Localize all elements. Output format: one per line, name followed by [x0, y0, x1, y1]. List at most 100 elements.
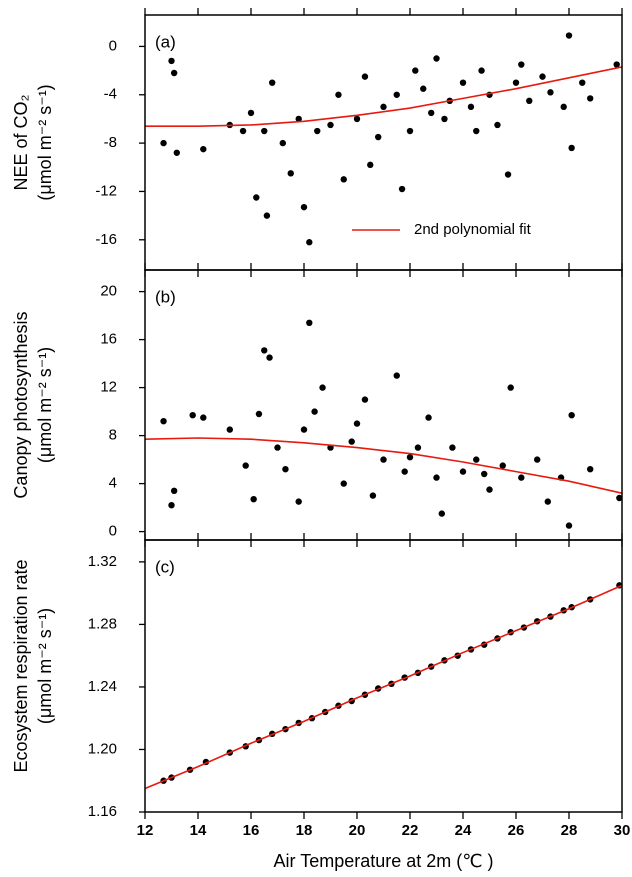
point — [242, 462, 249, 469]
point — [168, 57, 175, 65]
x-tick-label: 12 — [137, 822, 154, 839]
x-tick-label: 28 — [561, 822, 578, 839]
point — [560, 103, 567, 111]
fit-line — [145, 437, 622, 494]
point — [393, 372, 400, 379]
point — [353, 420, 361, 427]
point — [160, 418, 167, 425]
point — [160, 139, 167, 147]
panel: 0 4 8 12 16 20 (b) Canopy photosynthesis (μmol m… — [11, 263, 623, 547]
point — [412, 67, 419, 74]
point — [504, 171, 512, 178]
point — [314, 127, 321, 135]
point — [486, 486, 493, 493]
x-tick-label: 18 — [296, 822, 313, 839]
y-tick-label: 0 — [109, 523, 117, 540]
x-tick-label: 22 — [402, 822, 419, 839]
point — [568, 412, 575, 419]
plot-area — [145, 32, 622, 246]
point — [311, 408, 318, 415]
panel: 0 -4 -8 -12 -16 2nd polynomial fit (a) NEE of C… — [11, 8, 623, 277]
point — [369, 492, 377, 499]
point — [568, 144, 575, 152]
point — [449, 444, 456, 451]
point — [613, 61, 620, 68]
point — [587, 466, 594, 473]
point — [565, 522, 573, 529]
point — [200, 414, 207, 421]
x-tick-label: 24 — [455, 822, 472, 839]
point — [393, 91, 400, 98]
point — [255, 410, 263, 418]
y-tick-label: -8 — [104, 134, 117, 151]
point — [467, 103, 475, 111]
point — [518, 474, 525, 481]
point — [459, 79, 467, 86]
point — [518, 61, 525, 68]
point — [406, 454, 414, 461]
y-tick-label: 0 — [109, 37, 117, 54]
point — [473, 127, 480, 135]
point — [481, 470, 488, 478]
y-axis-label: Canopy photosynthesis — [11, 311, 31, 498]
x-tick-label: 30 — [614, 822, 631, 839]
y-axis-label: (μmol m⁻² s⁻¹) — [35, 608, 55, 724]
point — [547, 89, 554, 96]
point — [380, 456, 387, 463]
point — [287, 170, 294, 177]
panel-label: (c) — [155, 557, 175, 576]
point — [300, 203, 308, 211]
point — [250, 496, 257, 503]
point — [319, 384, 326, 391]
y-axis-label: (μmol m⁻² s⁻¹) — [35, 84, 55, 200]
point — [565, 32, 573, 39]
point — [269, 79, 276, 86]
point — [200, 145, 207, 153]
point — [247, 109, 255, 117]
legend-label: 2nd polynomial fit — [414, 221, 532, 238]
point — [261, 127, 268, 135]
y-tick-label: 16 — [100, 331, 117, 348]
y-axis-label: Ecosystem respiration rate — [11, 559, 31, 772]
point — [340, 480, 347, 487]
point — [282, 466, 289, 473]
point — [361, 396, 369, 403]
y-tick-label: 1.16 — [88, 803, 117, 820]
y-tick-label: -4 — [104, 86, 117, 103]
point — [398, 185, 406, 193]
point — [340, 176, 347, 183]
point — [295, 498, 302, 505]
point — [420, 85, 427, 92]
point — [353, 115, 361, 123]
y-tick-label: 1.32 — [88, 553, 117, 570]
point — [306, 239, 313, 246]
point — [335, 91, 342, 98]
point — [507, 384, 514, 391]
x-tick-label: 20 — [349, 822, 366, 839]
plot-area — [145, 319, 622, 529]
y-tick-label: 1.24 — [88, 678, 117, 695]
point — [261, 347, 268, 354]
point — [616, 494, 622, 502]
point — [526, 97, 533, 105]
x-tick-label: 26 — [508, 822, 525, 839]
y-tick-label: 20 — [100, 283, 117, 300]
point — [494, 121, 501, 129]
fit-line — [145, 584, 622, 790]
point — [170, 487, 178, 494]
point — [348, 438, 355, 445]
point — [587, 95, 594, 102]
point — [401, 468, 408, 475]
point — [295, 115, 302, 123]
point — [170, 69, 178, 77]
point — [380, 103, 387, 111]
panel: 12 14 16 18 20 22 24 26 28 30 1.16 1.20 1.24 1.28 1.32… — [11, 533, 631, 871]
y-tick-label: -16 — [95, 231, 117, 248]
y-axis-label: NEE of CO₂ — [11, 94, 31, 190]
y-tick-label: 1.20 — [88, 740, 117, 757]
point — [173, 149, 180, 156]
point — [168, 502, 175, 509]
point — [306, 319, 313, 326]
point — [375, 133, 382, 141]
